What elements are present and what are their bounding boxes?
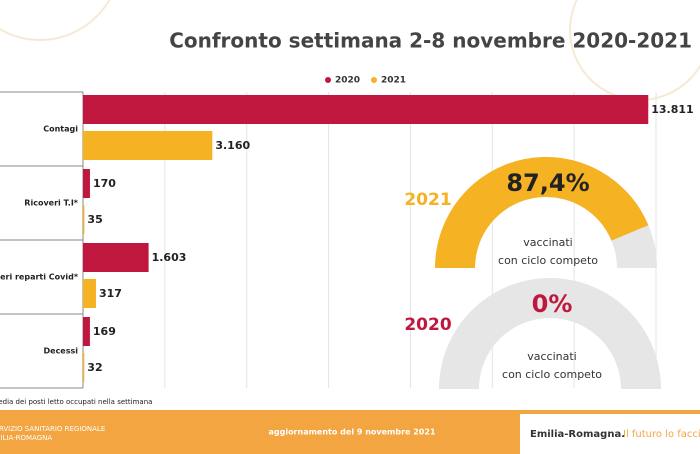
legend-label: 2020 [335,76,360,86]
value-label: 32 [87,361,102,374]
bar [83,243,149,272]
brand-box [520,414,700,454]
value-label: 169 [93,325,116,338]
category-label: Ricoveri T.I* [24,199,79,208]
category-label: Contagi [43,125,78,134]
footer-slogan: Il futuro lo facciamo insieme [623,429,700,440]
category-label: Ricoveri reparti Covid* [0,273,79,282]
legend-label: 2021 [381,76,406,86]
bar [83,95,649,124]
footer-brand: Emilia-Romagna. [530,429,625,440]
legend-swatch [325,77,331,83]
decor [0,0,111,41]
gauge-value: 87,4% [506,169,589,197]
legend-swatch [371,77,377,83]
value-label: 1.603 [152,251,187,264]
gauge-fill [435,157,649,268]
bar [83,353,85,382]
footer-org: EMILIA-ROMAGNA [0,434,52,442]
value-label: 317 [99,287,122,300]
value-label: 13.811 [651,103,693,116]
bar [83,317,90,346]
gauge-caption: vaccinati [523,236,572,249]
footer-update: aggiornamento del 9 novembre 2021 [268,428,435,437]
gauge-caption: con ciclo competo [498,254,598,267]
footer-org: SERVIZIO SANITARIO REGIONALE [0,425,105,433]
bar [83,169,90,198]
value-label: 35 [87,213,102,226]
gauge-label: 2020 [404,315,451,335]
title: Confronto settimana 2-8 novembre 2020-20… [169,29,692,53]
gauge-caption: con ciclo competo [502,368,602,381]
value-label: 3.160 [215,139,250,152]
gauge-label: 2021 [404,190,451,210]
gauge-caption: vaccinati [527,350,576,363]
bar [83,205,85,234]
category-label: Decessi [44,347,79,356]
bar [83,279,96,308]
value-label: 170 [93,177,116,190]
bar [83,131,213,160]
gauge-value: 0% [532,290,573,318]
gauge-track [439,278,661,389]
footnote: *media dei posti letto occupati nella se… [0,398,152,406]
